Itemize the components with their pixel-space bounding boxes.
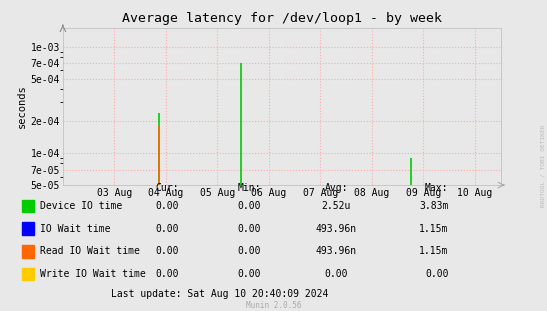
Text: Read IO Wait time: Read IO Wait time [40, 246, 141, 256]
Text: 493.96n: 493.96n [316, 224, 357, 234]
Text: 0.00: 0.00 [237, 224, 260, 234]
Text: Device IO time: Device IO time [40, 201, 123, 211]
Text: 1.15m: 1.15m [419, 224, 449, 234]
Y-axis label: seconds: seconds [16, 85, 27, 128]
Text: RRDTOOL / TOBI OETIKER: RRDTOOL / TOBI OETIKER [540, 124, 546, 207]
Title: Average latency for /dev/loop1 - by week: Average latency for /dev/loop1 - by week [121, 12, 442, 26]
Text: Cur:: Cur: [155, 183, 178, 193]
Text: Last update: Sat Aug 10 20:40:09 2024: Last update: Sat Aug 10 20:40:09 2024 [111, 289, 328, 299]
Text: 493.96n: 493.96n [316, 246, 357, 256]
Text: 1.15m: 1.15m [419, 246, 449, 256]
Text: Write IO Wait time: Write IO Wait time [40, 269, 146, 279]
Text: Avg:: Avg: [325, 183, 348, 193]
Text: 0.00: 0.00 [155, 269, 178, 279]
Text: 0.00: 0.00 [237, 201, 260, 211]
Text: 0.00: 0.00 [155, 246, 178, 256]
Text: 0.00: 0.00 [425, 269, 449, 279]
Text: Min:: Min: [237, 183, 260, 193]
Text: 3.83m: 3.83m [419, 201, 449, 211]
Text: 0.00: 0.00 [325, 269, 348, 279]
Text: IO Wait time: IO Wait time [40, 224, 111, 234]
Text: Max:: Max: [425, 183, 449, 193]
Text: 2.52u: 2.52u [322, 201, 351, 211]
Text: 0.00: 0.00 [155, 224, 178, 234]
Text: 0.00: 0.00 [237, 246, 260, 256]
Text: 0.00: 0.00 [237, 269, 260, 279]
Text: 0.00: 0.00 [155, 201, 178, 211]
Text: Munin 2.0.56: Munin 2.0.56 [246, 301, 301, 310]
